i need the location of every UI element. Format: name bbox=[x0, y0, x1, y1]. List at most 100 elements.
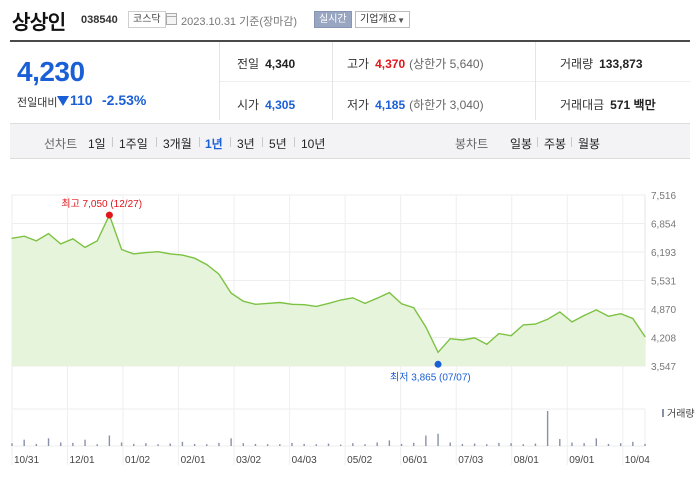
stat-value: 4,340 bbox=[265, 57, 296, 71]
x-tick-label: 12/01 bbox=[70, 455, 95, 466]
date-text: 2023.10.31 기준(장마감) bbox=[181, 16, 298, 28]
current-price: 4,230 bbox=[17, 56, 85, 87]
volume-bar bbox=[157, 444, 159, 446]
tab-monthly[interactable]: 월봉 bbox=[578, 137, 601, 151]
price-point bbox=[413, 307, 415, 309]
price-point bbox=[400, 303, 403, 305]
price-point bbox=[72, 238, 74, 240]
volume-bar bbox=[559, 439, 561, 446]
volume-bar bbox=[486, 444, 488, 446]
volume-bar bbox=[632, 441, 634, 446]
volume-bar bbox=[498, 442, 500, 446]
price-point bbox=[267, 302, 269, 304]
price-point bbox=[607, 315, 610, 317]
volume-bar bbox=[291, 442, 293, 446]
volume-bar bbox=[449, 442, 451, 446]
tab-weekly[interactable]: 주봉 bbox=[544, 137, 567, 151]
realtime-button[interactable]: 실시간 bbox=[314, 11, 352, 28]
stat-label: 저가 bbox=[347, 98, 370, 112]
x-tick-label: 10/04 bbox=[625, 455, 650, 466]
price-point bbox=[315, 305, 317, 308]
volume-bar bbox=[534, 443, 537, 446]
tab-separator bbox=[537, 137, 538, 147]
company-overview-select[interactable]: 기업개요 ▼ bbox=[355, 11, 410, 28]
y-tick-label: 6,854 bbox=[651, 220, 676, 231]
tab-1y[interactable]: 1년 bbox=[205, 137, 223, 151]
tab-daily[interactable]: 일봉 bbox=[510, 137, 533, 151]
tab-separator bbox=[156, 137, 157, 147]
price-point bbox=[376, 297, 378, 299]
volume-bar bbox=[193, 443, 196, 446]
stat-label: 거래대금 bbox=[560, 98, 605, 112]
volume-bar bbox=[133, 443, 135, 446]
volume-bar bbox=[84, 439, 86, 446]
stat-sub: (하한가 3,040) bbox=[409, 98, 484, 112]
price-point bbox=[327, 302, 330, 304]
change-value: 110 bbox=[70, 92, 93, 108]
y-tick-label: 4,870 bbox=[651, 305, 676, 316]
volume-bar bbox=[120, 442, 123, 446]
price-point bbox=[35, 240, 37, 242]
price-point bbox=[425, 326, 427, 328]
tab-3y[interactable]: 3년 bbox=[237, 137, 255, 151]
price-point bbox=[181, 254, 184, 256]
price-point bbox=[242, 300, 244, 302]
price-point bbox=[461, 339, 464, 341]
volume-bar bbox=[607, 443, 610, 446]
candle-chart-label: 봉차트 bbox=[455, 137, 489, 151]
volume-bar bbox=[35, 443, 38, 446]
price-point bbox=[84, 246, 86, 248]
stat-open: 시가 4,305 bbox=[237, 96, 295, 113]
tab-1d[interactable]: 1일 bbox=[88, 137, 106, 151]
price-point bbox=[534, 323, 537, 325]
price-point bbox=[559, 311, 561, 313]
y-tick-label: 7,516 bbox=[651, 191, 676, 202]
x-tick-label: 05/02 bbox=[347, 455, 372, 466]
volume-bar bbox=[413, 442, 415, 446]
tab-1w[interactable]: 1주일 bbox=[119, 137, 148, 151]
volume-bar bbox=[425, 435, 427, 446]
tab-3m[interactable]: 3개월 bbox=[163, 137, 192, 151]
price-point bbox=[340, 299, 342, 301]
tab-10y[interactable]: 10년 bbox=[301, 137, 326, 151]
x-tick-label: 02/01 bbox=[181, 455, 206, 466]
x-tick-label: 03/02 bbox=[236, 455, 261, 466]
volume-bar bbox=[266, 444, 269, 446]
x-tick-label: 04/03 bbox=[292, 455, 317, 466]
volume-bar bbox=[279, 444, 281, 446]
stats-panel: 전일 4,340 고가 4,370 (상한가 5,640) 거래량 133,873 시가… bbox=[220, 42, 690, 120]
price-point bbox=[595, 309, 597, 311]
y-tick-label: 5,531 bbox=[651, 277, 676, 288]
volume-bar bbox=[388, 440, 391, 446]
stat-prev-close: 전일 4,340 bbox=[237, 55, 295, 72]
volume-bar bbox=[23, 439, 25, 446]
chevron-down-icon: ▼ bbox=[397, 16, 405, 25]
price-area bbox=[12, 215, 645, 366]
price-panel: 4,230 전일대비 110 -2.53% bbox=[10, 42, 220, 120]
stat-label: 시가 bbox=[237, 98, 260, 112]
price-point bbox=[486, 343, 488, 345]
price-point bbox=[449, 338, 451, 340]
volume-bar bbox=[96, 444, 98, 446]
volume-bar bbox=[571, 442, 573, 446]
stat-label: 거래량 bbox=[560, 57, 594, 71]
change-label: 전일대비 bbox=[17, 97, 58, 109]
tab-5y[interactable]: 5년 bbox=[269, 137, 287, 151]
price-point bbox=[96, 240, 98, 242]
stat-value: 4,305 bbox=[265, 98, 296, 112]
volume-bar bbox=[145, 443, 147, 446]
stat-label: 고가 bbox=[347, 57, 370, 71]
volume-bar bbox=[510, 443, 512, 446]
price-point bbox=[157, 251, 159, 253]
x-tick-label: 10/31 bbox=[14, 455, 39, 466]
volume-legend-label: 거래량 bbox=[667, 408, 695, 420]
tab-separator bbox=[199, 137, 200, 147]
price-point bbox=[279, 301, 281, 304]
volume-bar bbox=[169, 443, 171, 446]
price-point bbox=[303, 304, 305, 306]
price-point bbox=[510, 335, 512, 337]
volume-bar bbox=[339, 444, 342, 446]
y-tick-label: 6,193 bbox=[651, 248, 676, 259]
tab-separator bbox=[112, 137, 113, 147]
price-point bbox=[644, 335, 646, 338]
